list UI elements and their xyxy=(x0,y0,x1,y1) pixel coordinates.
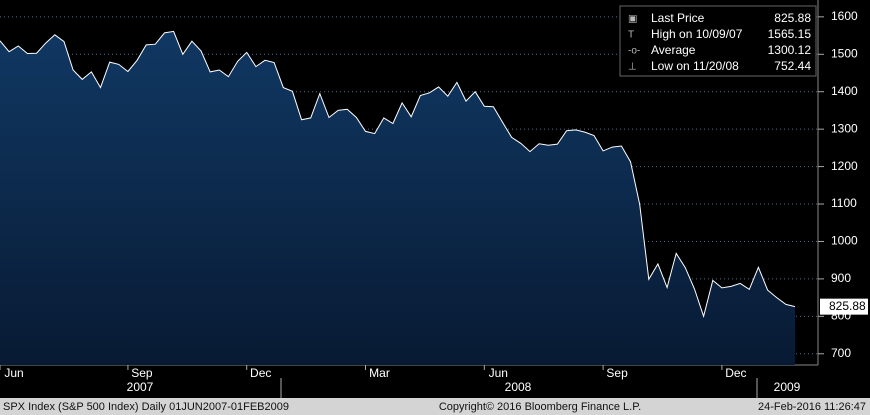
year-label: 2009 xyxy=(774,380,801,394)
x-tick-label: Jun xyxy=(489,366,508,380)
legend-label: Low on 11/20/08 xyxy=(651,59,739,73)
y-tick-label: 1200 xyxy=(831,159,858,173)
footer-right: 24-Feb-2016 11:26:47 xyxy=(758,401,866,413)
area xyxy=(0,31,795,366)
x-tick-label: Sep xyxy=(606,366,628,380)
x-tick-label: Jun xyxy=(4,366,23,380)
x-tick-label: Mar xyxy=(369,366,390,380)
legend: ▣ Last Price 825.88 T High on 10/09/07 1565.1… xyxy=(619,5,817,77)
y-tick-label: 900 xyxy=(831,271,851,285)
y-tick-label: 1000 xyxy=(831,234,858,248)
legend-value: 1565.15 xyxy=(768,27,812,41)
y-tick-label: 1600 xyxy=(831,9,858,23)
year-label: 2008 xyxy=(505,380,532,394)
y-tick-label: 1400 xyxy=(831,84,858,98)
footer-left: SPX Index (S&P 500 Index) Daily 01JUN200… xyxy=(3,401,289,413)
legend-label: Last Price xyxy=(651,11,705,25)
last-price-tag xyxy=(820,298,868,315)
legend-label: High on 10/09/07 xyxy=(651,27,743,41)
last-price-label: 825.88 xyxy=(829,299,866,313)
x-tick-label: Dec xyxy=(250,366,271,380)
legend-icon: ▣ xyxy=(628,14,637,25)
legend-value: 825.88 xyxy=(774,11,811,25)
footer-bar xyxy=(0,398,870,415)
y-tick-label: 1300 xyxy=(831,121,858,135)
legend-icon: -o- xyxy=(628,46,640,57)
x-tick-label: Sep xyxy=(131,366,153,380)
legend-box xyxy=(619,5,817,77)
year-label: 2007 xyxy=(127,380,154,394)
legend-icon: T xyxy=(628,30,634,41)
legend-icon: ⊥ xyxy=(628,62,637,73)
legend-value: 1300.12 xyxy=(768,43,812,57)
price-line xyxy=(0,30,796,319)
footer-center: Copyright© 2016 Bloomberg Finance L.P. xyxy=(439,401,641,413)
y-tick-label: 700 xyxy=(831,346,851,360)
legend-label: Average xyxy=(651,43,696,57)
x-tick-label: Dec xyxy=(725,366,746,380)
y-tick-label: 1500 xyxy=(831,46,858,60)
y-tick-label: 1100 xyxy=(831,196,857,210)
legend-value: 752.44 xyxy=(774,59,811,73)
